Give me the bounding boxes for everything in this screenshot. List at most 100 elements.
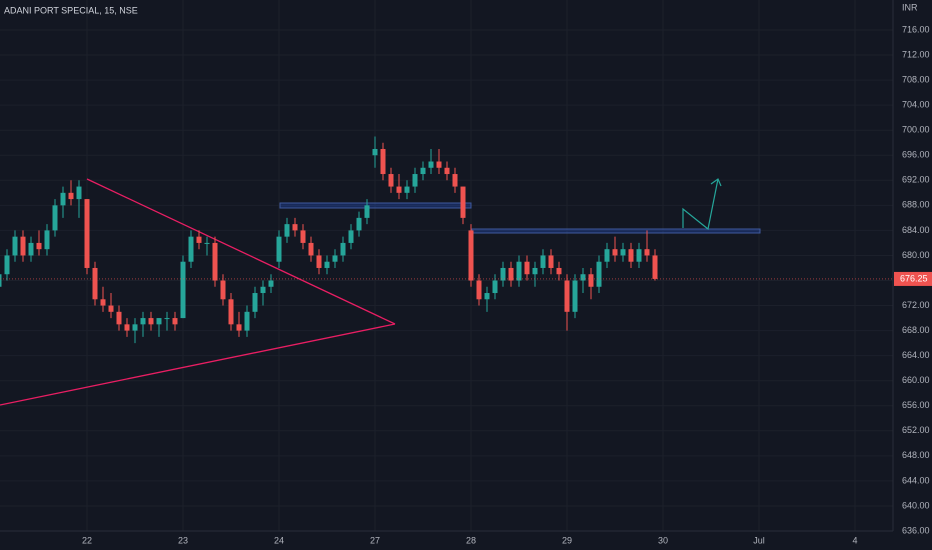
candle-body — [0, 274, 2, 287]
candle-body — [292, 224, 298, 231]
candle-body — [180, 261, 186, 319]
candle-body — [124, 324, 130, 331]
candle-body — [108, 305, 114, 312]
candle-body — [20, 236, 26, 256]
y-tick-label: 636.00 — [902, 525, 930, 535]
candle-body — [220, 280, 226, 300]
trend-line — [0, 323, 396, 406]
candle-body — [428, 161, 434, 168]
candle-body — [628, 249, 634, 262]
currency-label: INR — [902, 2, 918, 12]
candle-body — [404, 186, 410, 193]
y-tick-label: 672.00 — [902, 300, 930, 310]
y-tick-label: 652.00 — [902, 425, 930, 435]
candle-body — [44, 230, 50, 250]
candle-body — [332, 255, 338, 262]
y-tick-label: 692.00 — [902, 175, 930, 185]
candle-body — [284, 224, 290, 237]
candle-body — [156, 318, 162, 325]
candle-body — [564, 280, 570, 312]
y-tick-label: 656.00 — [902, 400, 930, 410]
candle-body — [84, 199, 90, 268]
y-tick-label: 688.00 — [902, 200, 930, 210]
candle-body — [60, 192, 66, 206]
grid — [0, 0, 893, 531]
zone — [279, 202, 472, 209]
x-tick-label: 23 — [178, 535, 188, 545]
candle-body — [236, 324, 242, 331]
candle-body — [380, 148, 386, 175]
candle-body — [604, 249, 610, 262]
candle-body — [356, 217, 362, 231]
candle-body — [500, 267, 506, 281]
candle-body — [140, 318, 146, 325]
candle-body — [12, 236, 18, 256]
candle-body — [116, 311, 122, 325]
y-tick-label: 660.00 — [902, 375, 930, 385]
y-tick-label: 644.00 — [902, 475, 930, 485]
x-tick-label: 4 — [852, 535, 857, 545]
trend-line — [86, 178, 396, 325]
candle-body — [92, 267, 98, 300]
x-tick-label: 27 — [370, 535, 380, 545]
candle-body — [412, 174, 418, 187]
candle-body — [28, 242, 34, 256]
axes: 636.00 640.00 644.00 648.00 652.00 656.00 660.… — [0, 24, 932, 545]
candle-body — [444, 167, 450, 175]
candle-body — [636, 249, 642, 262]
y-tick-label: 668.00 — [902, 325, 930, 335]
candle-body — [572, 280, 578, 312]
y-tick-label: 716.00 — [902, 24, 930, 34]
candle-body — [164, 318, 170, 320]
candle-body — [212, 242, 218, 281]
candle-body — [100, 299, 106, 306]
projection-arrow — [682, 178, 719, 231]
x-tick-label: 30 — [658, 535, 668, 545]
candle-body — [556, 267, 562, 275]
candle-body — [148, 318, 154, 325]
candle-body — [36, 242, 42, 250]
x-tick-label: 28 — [466, 535, 476, 545]
candle-body — [276, 236, 282, 262]
candle-body — [4, 255, 10, 275]
candle-body — [460, 186, 466, 218]
candle-body — [348, 230, 354, 243]
x-tick-label: Jul — [753, 535, 765, 545]
candle-body — [652, 255, 658, 279]
last-price-label: 676.25 — [900, 273, 928, 283]
time-axis — [0, 531, 932, 550]
x-tick-label: 29 — [562, 535, 572, 545]
candle-body — [492, 280, 498, 294]
candle-body — [388, 174, 394, 187]
y-tick-label: 664.00 — [902, 350, 930, 360]
candle-body — [172, 318, 178, 325]
candle-body — [300, 230, 306, 243]
candle-body — [268, 280, 274, 287]
candle-body — [132, 324, 138, 331]
candle-body — [524, 261, 530, 275]
candle-body — [612, 249, 618, 256]
candle-body — [420, 167, 426, 175]
candle-body — [396, 186, 402, 193]
x-tick-label: 24 — [274, 535, 284, 545]
candle-body — [580, 274, 586, 281]
candle-body — [364, 205, 370, 218]
candle-body — [372, 148, 378, 156]
candle-body — [508, 267, 514, 281]
candle-body — [260, 286, 266, 294]
candle-body — [252, 293, 258, 312]
candle-body — [484, 293, 490, 300]
candle-body — [468, 230, 474, 281]
chart-title: ADANI PORT SPECIAL, 15, NSE — [4, 5, 138, 15]
y-tick-label: 708.00 — [902, 74, 930, 84]
candle-body — [204, 242, 210, 244]
candle-body — [324, 261, 330, 268]
candle-body — [596, 261, 602, 287]
y-tick-label: 712.00 — [902, 49, 930, 59]
candle-body — [516, 261, 522, 281]
candle-body — [452, 174, 458, 187]
candle-body — [244, 311, 250, 331]
